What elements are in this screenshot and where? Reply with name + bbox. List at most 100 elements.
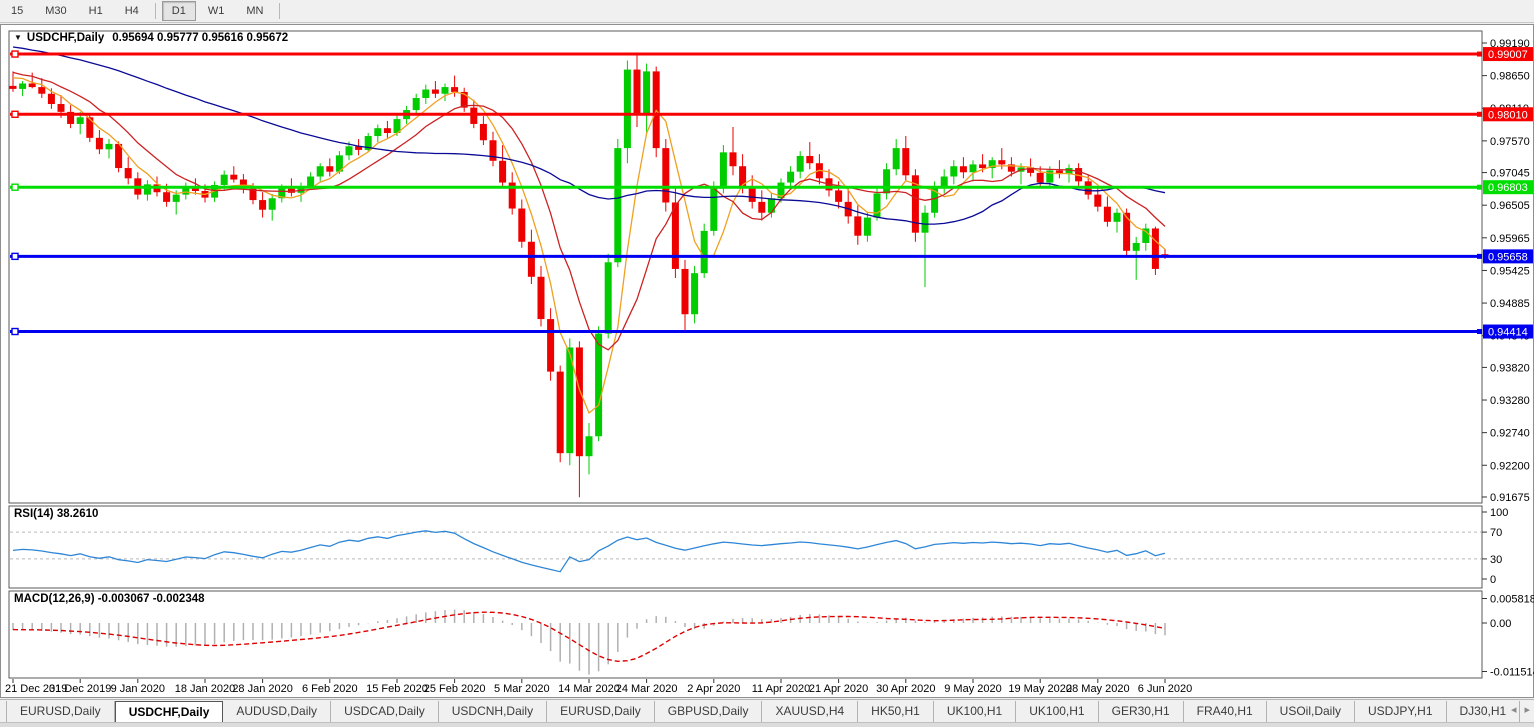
date-axis-label: 21 Dec 2019	[5, 683, 67, 695]
chart-tab-gbpusd-daily[interactable]: GBPUSD,Daily	[655, 701, 763, 722]
moving-average-5	[12, 77, 1166, 415]
chart-tab-uk100-h1[interactable]: UK100,H1	[934, 701, 1017, 722]
price-axis-label: 0.96505	[1490, 200, 1530, 212]
bull-candle	[883, 169, 891, 194]
sr-line-handle[interactable]	[11, 183, 19, 191]
symbol-dropdown-icon[interactable]: ▼	[14, 33, 22, 42]
date-axis-label: 24 Mar 2020	[616, 683, 678, 695]
timeframe-button-h4[interactable]: H4	[124, 5, 139, 17]
chart-tab-usdchf-daily[interactable]: USDCHF,Daily	[114, 701, 224, 722]
bear-candle	[1161, 254, 1169, 256]
bull-candle	[182, 186, 190, 195]
bear-candle	[38, 87, 46, 94]
sr-line-handle[interactable]	[11, 50, 19, 58]
macd-signal-line	[12, 611, 1166, 663]
price-axis-label: 0.97570	[1490, 136, 1530, 148]
main-price-panel[interactable]	[8, 30, 1483, 504]
sr-line-handle[interactable]	[11, 110, 19, 118]
bear-candle	[527, 241, 535, 277]
chart-tab-dj30-h1[interactable]: DJ30,H1	[1447, 701, 1521, 722]
date-axis-label: 25 Feb 2020	[424, 683, 486, 695]
chart-tab-eurusd-daily[interactable]: EURUSD,Daily	[547, 701, 655, 722]
chart-tab-audusd-daily[interactable]: AUDUSD,Daily	[223, 701, 332, 722]
chart-tab-eurusd-daily[interactable]: EURUSD,Daily	[6, 701, 115, 722]
date-axis-label: 18 Jan 2020	[175, 683, 236, 695]
price-badge-label: 0.96803	[1488, 182, 1528, 194]
bear-candle	[633, 69, 641, 115]
bull-candle	[307, 176, 315, 187]
price-chart-canvas[interactable]: 0.991900.986500.981100.975700.970450.965…	[1, 25, 1534, 699]
chart-tab-usdcnh-daily[interactable]: USDCNH,Daily	[439, 701, 548, 722]
date-axis-label: 28 Jan 2020	[232, 683, 293, 695]
price-badge	[1483, 324, 1533, 339]
bull-candle	[412, 97, 420, 111]
rsi-panel[interactable]	[8, 505, 1483, 589]
bull-candle	[700, 230, 708, 274]
bear-candle	[230, 174, 238, 180]
bull-candle	[1132, 242, 1140, 251]
bull-candle	[777, 182, 785, 199]
bear-candle	[191, 186, 199, 192]
sr-line-right-handle	[1477, 184, 1482, 190]
chart-tab-uk100-h1[interactable]: UK100,H1	[1016, 701, 1099, 722]
bull-candle	[105, 143, 113, 150]
chart-tab-hk50-h1[interactable]: HK50,H1	[858, 701, 934, 722]
chart-tab-usoil-daily[interactable]: USOil,Daily	[1267, 701, 1356, 722]
bull-candle	[1065, 168, 1073, 175]
bull-candle	[393, 119, 401, 134]
bear-candle	[451, 87, 459, 92]
bear-candle	[911, 175, 919, 233]
date-axis-label: 15 Feb 2020	[366, 683, 428, 695]
chart-tab-fra40-h1[interactable]: FRA40,H1	[1184, 701, 1267, 722]
bear-candle	[1007, 164, 1015, 172]
bear-candle	[489, 140, 497, 161]
bear-candle	[979, 164, 987, 169]
timeframe-button-h1[interactable]: H1	[88, 5, 103, 17]
bear-candle	[259, 200, 267, 210]
date-axis-label: 21 Apr 2020	[809, 683, 868, 695]
bull-candle	[988, 160, 996, 169]
bull-candle	[316, 166, 324, 177]
timeframe-button-w1[interactable]: W1	[207, 5, 225, 17]
bear-candle	[57, 104, 65, 112]
bear-candle	[239, 179, 247, 189]
bear-candle	[28, 83, 36, 88]
price-axis-label: 0.94885	[1490, 298, 1530, 310]
chart-symbol-period: USDCHF,Daily	[26, 32, 105, 44]
date-axis-label: 31 Dec 2019	[49, 683, 111, 695]
timeframe-button-mn[interactable]: MN	[246, 5, 264, 17]
chart-tab-usdcad-daily[interactable]: USDCAD,Daily	[331, 701, 439, 722]
chart-window[interactable]: 0.991900.986500.981100.975700.970450.965…	[0, 24, 1534, 698]
bear-candle	[739, 166, 747, 187]
sr-line-handle[interactable]	[11, 327, 19, 336]
price-badge-label: 0.95658	[1488, 251, 1528, 263]
bear-candle	[748, 186, 756, 202]
bear-candle	[758, 201, 766, 213]
bull-candle	[931, 186, 939, 213]
bear-candle	[998, 160, 1006, 165]
price-axis-label: 0.98650	[1490, 71, 1530, 83]
bear-candle	[508, 182, 516, 209]
bear-candle	[556, 371, 564, 454]
sr-line-handle[interactable]	[11, 252, 19, 261]
bull-candle	[297, 186, 305, 193]
bear-candle	[1027, 167, 1035, 173]
timeframe-button-d1[interactable]: D1	[161, 1, 196, 21]
tab-scroll-right-icon[interactable]: ▸	[1524, 704, 1530, 716]
chart-tab-ger30-h1[interactable]: GER30,H1	[1099, 701, 1184, 722]
chart-tabs: EURUSD,Daily USDCHF,Daily AUDUSD,Daily USDC…	[6, 701, 1521, 722]
timeframe-button-m30[interactable]: M30	[45, 5, 67, 17]
date-axis-label: 9 Jan 2020	[111, 683, 165, 695]
chart-tab-xauusd-h4[interactable]: XAUUSD,H4	[762, 701, 859, 722]
bear-candle	[1055, 170, 1063, 175]
timeframe-button-15[interactable]: 15	[11, 5, 24, 17]
macd-panel[interactable]	[8, 590, 1483, 679]
price-axis-label: 0.93820	[1490, 362, 1530, 374]
chart-tab-usdjpy-h1[interactable]: USDJPY,H1	[1355, 701, 1447, 722]
bull-candle	[921, 212, 929, 233]
bull-candle	[76, 117, 84, 124]
bear-candle	[671, 202, 679, 269]
tab-scroll-left-icon[interactable]: ◂	[1510, 704, 1517, 716]
bear-candle	[326, 166, 334, 172]
